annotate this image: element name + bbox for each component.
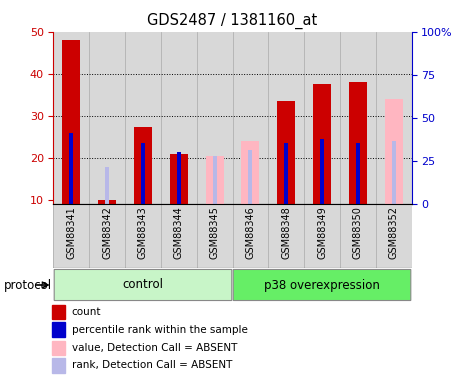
Bar [141, 143, 145, 204]
Text: value, Detection Call = ABSENT: value, Detection Call = ABSENT [72, 343, 237, 353]
Text: GSM88350: GSM88350 [353, 206, 363, 259]
Bar [52, 305, 66, 320]
Bar [89, 204, 125, 268]
Text: GSM88349: GSM88349 [317, 206, 327, 259]
FancyBboxPatch shape [54, 270, 232, 300]
Bar [284, 143, 288, 204]
Bar [340, 204, 376, 268]
Bar [277, 101, 295, 204]
Text: protocol: protocol [4, 279, 52, 291]
Bar [206, 156, 224, 204]
Bar [53, 32, 89, 204]
Bar [89, 32, 125, 204]
Bar [69, 133, 73, 204]
Text: GSM88345: GSM88345 [210, 206, 219, 259]
Bar [232, 204, 268, 268]
Bar [356, 143, 360, 204]
Bar [52, 322, 66, 337]
Bar [376, 204, 412, 268]
Bar [62, 40, 80, 204]
Text: GSM88348: GSM88348 [281, 206, 291, 259]
Text: GSM88343: GSM88343 [138, 206, 148, 259]
Bar [161, 204, 197, 268]
Bar [105, 166, 109, 204]
Text: GSM88342: GSM88342 [102, 206, 112, 259]
Text: GDS2487 / 1381160_at: GDS2487 / 1381160_at [147, 13, 318, 29]
Bar [170, 154, 188, 204]
Bar [313, 84, 331, 204]
Text: p38 overexpression: p38 overexpression [264, 279, 380, 291]
Bar [197, 32, 232, 204]
FancyBboxPatch shape [233, 270, 411, 300]
Bar [98, 200, 116, 204]
Bar [177, 152, 181, 204]
Bar [52, 358, 66, 373]
Bar [349, 82, 367, 204]
Bar [53, 204, 89, 268]
Bar [161, 32, 197, 204]
Bar [385, 99, 403, 204]
Bar [213, 156, 217, 204]
Bar [125, 32, 161, 204]
Bar [134, 126, 152, 204]
Bar [304, 32, 340, 204]
Text: control: control [122, 279, 164, 291]
Bar [241, 141, 259, 204]
Bar [125, 204, 161, 268]
Text: percentile rank within the sample: percentile rank within the sample [72, 325, 247, 334]
Bar [392, 141, 396, 204]
Bar [197, 204, 232, 268]
Text: count: count [72, 307, 101, 317]
Bar [320, 139, 324, 204]
Bar [232, 32, 268, 204]
Text: GSM88346: GSM88346 [246, 206, 255, 259]
Text: GSM88344: GSM88344 [174, 206, 184, 259]
Bar [376, 32, 412, 204]
Bar [52, 340, 66, 355]
Bar [304, 204, 340, 268]
Text: rank, Detection Call = ABSENT: rank, Detection Call = ABSENT [72, 360, 232, 370]
Bar [340, 32, 376, 204]
Bar [268, 204, 304, 268]
Text: GSM88352: GSM88352 [389, 206, 399, 259]
Text: GSM88341: GSM88341 [66, 206, 76, 259]
Bar [248, 150, 252, 204]
Bar [268, 32, 304, 204]
